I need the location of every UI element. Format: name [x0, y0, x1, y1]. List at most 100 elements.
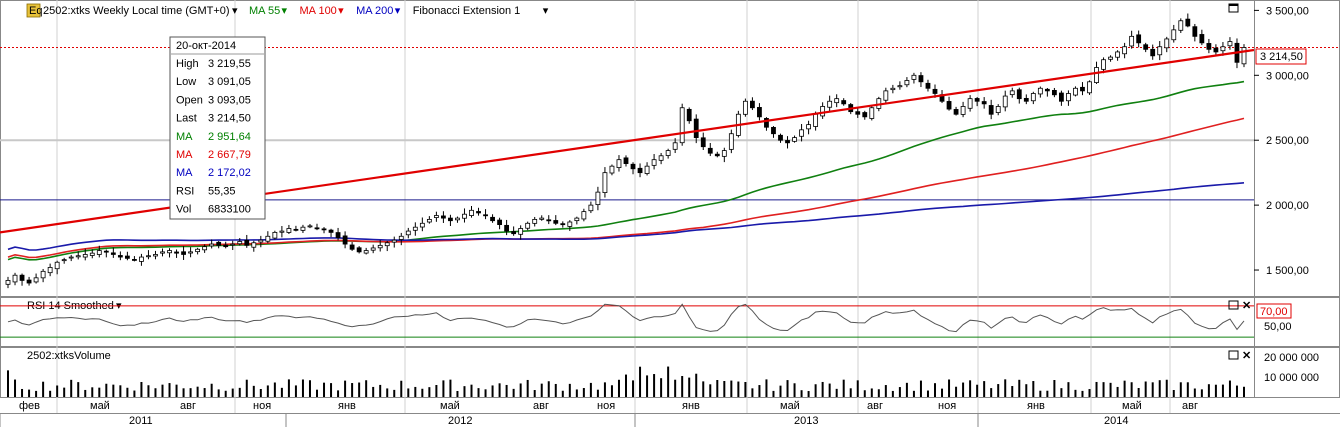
indicator-label-0[interactable]: MA 55 — [249, 5, 280, 17]
candle-body — [272, 231, 278, 239]
candle-body — [75, 255, 81, 258]
candle-body — [237, 241, 243, 245]
candle-body — [616, 159, 622, 169]
candle-body — [630, 163, 636, 170]
candle-body — [433, 215, 439, 218]
candle-body — [1213, 47, 1219, 53]
candle-body — [1037, 87, 1043, 95]
candle-body — [286, 228, 292, 233]
tooltip-row-value: 3 091,05 — [208, 76, 251, 88]
volume-bars — [7, 366, 1245, 397]
candle-body — [532, 219, 538, 224]
close-icon[interactable]: ✕ — [1242, 350, 1251, 362]
candle-body — [651, 159, 657, 166]
tooltip-date: 20-окт-2014 — [176, 40, 236, 52]
candle-body — [202, 246, 208, 251]
candle-body — [750, 100, 755, 109]
time-axis: фев май авг ноя янв май авг ноя янв май авг ноя янв м… — [0, 400, 1198, 427]
candle-body — [827, 100, 833, 108]
price-tick-label: 2 500,00 — [1266, 135, 1309, 147]
candle-body — [476, 211, 481, 214]
candle-body — [890, 87, 896, 91]
month-label: май — [440, 400, 460, 412]
candle-body — [216, 241, 222, 246]
candle-body — [153, 254, 158, 257]
candle-body — [26, 279, 32, 284]
tooltip-row-label: Low — [176, 76, 196, 88]
tooltip-row-value: 2 172,02 — [208, 167, 251, 179]
candle-body — [637, 167, 643, 174]
maximize-icon[interactable] — [1228, 300, 1239, 310]
candle-body — [792, 137, 797, 142]
last-price-marker: 3 214,50 — [1255, 48, 1307, 65]
maximize-icon[interactable] — [1228, 350, 1239, 360]
candle-body — [89, 252, 95, 256]
candle-body — [1101, 59, 1106, 70]
candle-body — [953, 109, 959, 115]
candle-body — [546, 219, 552, 222]
rsi-level-box — [1256, 303, 1292, 319]
candle-body — [1002, 95, 1008, 108]
candle-body — [553, 220, 559, 224]
candle-body — [398, 235, 404, 240]
candle-body — [209, 243, 215, 247]
tooltip-row-label: Open — [176, 94, 203, 106]
candle-body — [19, 274, 25, 281]
candle-body — [167, 250, 172, 254]
candle-body — [1171, 29, 1177, 41]
chevron-down-icon[interactable]: ▾ — [232, 5, 238, 17]
chart-title[interactable]: 2502:xtks Weekly Local time (GMT+0) — [43, 5, 230, 17]
candle-body — [384, 242, 390, 247]
month-label: май — [780, 400, 800, 412]
candle-body — [12, 274, 18, 283]
candle-body — [103, 250, 109, 253]
chevron-down-icon[interactable]: ▾ — [543, 5, 549, 17]
candle-body — [300, 226, 306, 231]
chevron-down-icon[interactable]: ▾ — [338, 5, 344, 17]
candle-body — [707, 147, 713, 154]
indicator-label-3[interactable]: Fibonacci Extension 1 — [413, 5, 521, 17]
candle-body — [560, 223, 566, 226]
candle-body — [1227, 41, 1233, 47]
price-tick-label: 2 000,00 — [1266, 200, 1309, 212]
candle-body — [834, 98, 840, 104]
candle-body — [244, 239, 250, 246]
candle-body — [757, 107, 762, 118]
candle-body — [581, 211, 587, 220]
indicator-label-1[interactable]: MA 100 — [300, 5, 337, 17]
chevron-down-icon[interactable]: ▾ — [395, 5, 401, 17]
tooltip-row-value: 2 951,64 — [208, 131, 251, 143]
candle-body — [609, 165, 615, 174]
volume-panel: 2502:xtksVolume 20 000 000 10 000 000 — [27, 350, 1319, 384]
tooltip-row-value: 55,35 — [208, 185, 236, 197]
month-label: ноя — [938, 400, 956, 412]
candle-body — [841, 100, 847, 105]
candle-body — [785, 140, 790, 144]
candle-body — [602, 172, 608, 193]
candle-body — [314, 227, 320, 230]
month-label: янв — [338, 400, 356, 412]
indicator-label-2[interactable]: MA 200 — [356, 5, 393, 17]
month-label: ноя — [253, 400, 271, 412]
candle-body — [504, 224, 510, 232]
chevron-down-icon[interactable]: ▾ — [282, 5, 288, 17]
candle-body — [883, 90, 889, 101]
candle-body — [595, 191, 601, 206]
candle-body — [644, 165, 650, 174]
year-label: 2012 — [448, 415, 472, 427]
candle-body — [946, 101, 952, 110]
candle-body — [1185, 18, 1191, 27]
candle-body — [1009, 90, 1015, 96]
candle-body — [258, 239, 264, 243]
last-price-box — [1255, 48, 1307, 65]
candle-body — [925, 82, 931, 89]
symbol-badge[interactable] — [26, 3, 41, 18]
candle-body — [525, 222, 531, 229]
close-icon[interactable]: ✕ — [1242, 300, 1251, 312]
candle-body — [1241, 47, 1247, 65]
candle-body — [728, 133, 734, 150]
price-gridlines — [56, 0, 1171, 413]
tooltip-row-value: 3 214,50 — [208, 113, 251, 125]
volume-title[interactable]: 2502:xtksVolume — [27, 350, 111, 362]
